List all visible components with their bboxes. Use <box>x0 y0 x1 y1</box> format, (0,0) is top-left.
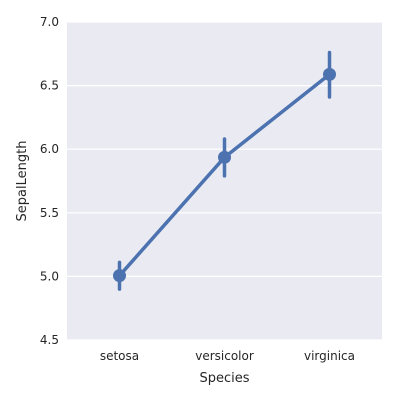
plot-background <box>67 22 382 340</box>
data-point <box>218 150 231 164</box>
x-tick-label: setosa <box>100 349 139 363</box>
series-layer <box>113 50 336 291</box>
y-tick-label: 5.5 <box>40 206 59 220</box>
x-tick-label: virginica <box>304 349 355 363</box>
data-point <box>323 67 336 81</box>
x-tick-label: versicolor <box>195 349 254 363</box>
y-tick-label: 7.0 <box>40 15 59 29</box>
y-tick-labels: 4.5 5.0 5.5 6.0 6.5 7.0 <box>40 15 59 347</box>
y-tick-label: 6.0 <box>40 142 59 156</box>
x-axis-label: Species <box>199 371 249 386</box>
y-tick-label: 4.5 <box>40 333 59 347</box>
y-tick-label: 5.0 <box>40 269 59 283</box>
x-tick-labels: setosa versicolor virginica <box>100 349 355 363</box>
y-tick-label: 6.5 <box>40 79 59 93</box>
data-point <box>113 269 126 283</box>
y-axis-label: SepalLength <box>15 141 30 222</box>
